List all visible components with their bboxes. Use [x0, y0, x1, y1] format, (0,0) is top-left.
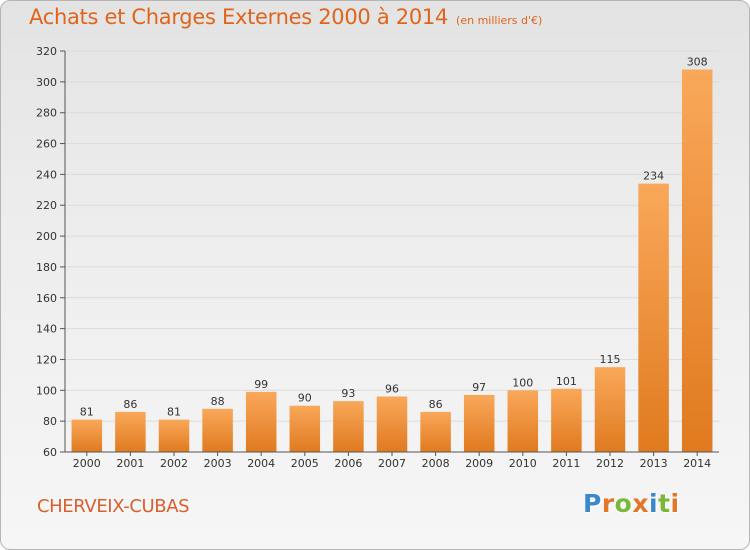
x-tick-label: 2012 — [596, 457, 624, 470]
data-label: 90 — [298, 392, 312, 405]
y-tick-label: 260 — [36, 138, 57, 151]
bar-2002 — [158, 419, 190, 452]
data-label: 99 — [254, 378, 268, 391]
bar-2004 — [245, 391, 277, 452]
bar-2008 — [420, 411, 451, 452]
logo-letter: o — [614, 489, 633, 518]
chart-title: Achats et Charges Externes 2000 à 2014 — [29, 5, 449, 29]
y-tick-label: 140 — [36, 323, 57, 336]
x-tick-label: 2014 — [683, 457, 711, 470]
axes: 60 80 100 120 140 160 180 200 220 240 260 280 300 320… — [36, 45, 719, 470]
y-tick-label: 120 — [36, 353, 57, 366]
bar-2013 — [638, 183, 669, 452]
bar-2014 — [681, 69, 713, 452]
bar-2012 — [594, 367, 626, 452]
x-tick-label: 2010 — [509, 457, 537, 470]
y-tick-label: 200 — [36, 230, 57, 243]
y-tick-label: 80 — [43, 415, 57, 428]
logo-letter: i — [649, 489, 659, 518]
data-label: 101 — [556, 375, 577, 388]
x-tick-label: 2000 — [73, 457, 101, 470]
x-tick-label: 2004 — [247, 457, 275, 470]
x-tick-label: 2007 — [378, 457, 406, 470]
data-label: 234 — [643, 170, 664, 183]
place-name: CHERVEIX-CUBAS — [37, 496, 190, 517]
x-tick-label: 2005 — [291, 457, 319, 470]
y-tick-label: 60 — [43, 446, 57, 459]
bar-2007 — [376, 396, 408, 452]
chart-title-block: Achats et Charges Externes 2000 à 2014 (e… — [29, 5, 542, 29]
bar-2005 — [289, 405, 321, 452]
logo-letter: P — [583, 489, 602, 518]
chart-subtitle: (en milliers d'€) — [456, 14, 543, 27]
y-tick-label: 220 — [36, 199, 57, 212]
bars — [71, 69, 713, 452]
y-tick-label: 160 — [36, 292, 57, 305]
data-label: 115 — [600, 353, 621, 366]
logo-letter: r — [601, 489, 615, 518]
bar-2011 — [551, 388, 582, 452]
data-label: 81 — [167, 406, 181, 419]
x-tick-label: 2002 — [160, 457, 188, 470]
data-label: 97 — [472, 381, 486, 394]
logo-letter: t — [658, 489, 671, 518]
data-label: 81 — [80, 406, 94, 419]
y-tick-label: 180 — [36, 261, 57, 274]
x-tick-label: 2006 — [334, 457, 362, 470]
x-tick-label: 2009 — [465, 457, 493, 470]
data-label: 96 — [385, 382, 399, 395]
y-tick-label: 100 — [36, 384, 57, 397]
bar-2010 — [507, 390, 539, 452]
data-label: 308 — [687, 56, 708, 69]
x-tick-label: 2013 — [640, 457, 668, 470]
x-tick-label: 2003 — [204, 457, 232, 470]
x-tick-label: 2011 — [552, 457, 580, 470]
x-tick-label: 2008 — [422, 457, 450, 470]
data-label: 86 — [123, 398, 137, 411]
proxiti-logo[interactable]: Proxiti — [583, 489, 680, 518]
data-label: 88 — [211, 395, 225, 408]
bar-2009 — [463, 394, 495, 452]
bar-2003 — [202, 408, 233, 452]
logo-letter: x — [632, 489, 649, 518]
y-tick-label: 320 — [36, 45, 57, 58]
logo-letter: i — [670, 489, 680, 518]
data-label: 93 — [341, 387, 355, 400]
y-tick-label: 280 — [36, 107, 57, 120]
bar-2006 — [333, 401, 364, 452]
y-tick-label: 240 — [36, 168, 57, 181]
data-label: 100 — [512, 376, 533, 389]
y-tick-label: 300 — [36, 76, 57, 89]
x-tick-label: 2001 — [116, 457, 144, 470]
bar-2001 — [115, 411, 146, 452]
bar-2000 — [71, 419, 103, 452]
data-labels: 81 86 81 88 99 90 93 96 86 97 100 101 115 234 308 — [80, 56, 708, 419]
data-label: 86 — [429, 398, 443, 411]
